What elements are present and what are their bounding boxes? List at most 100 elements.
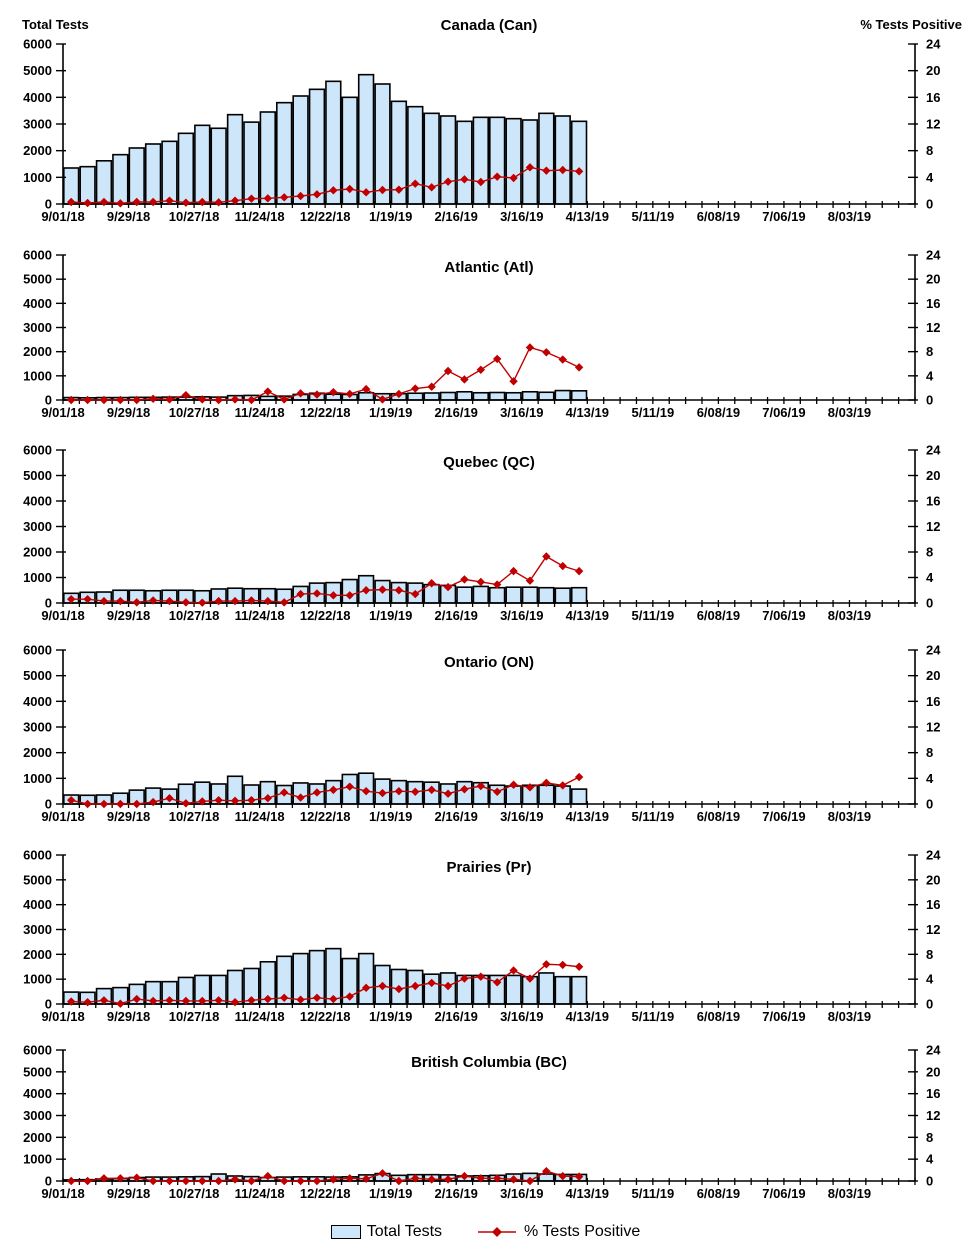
axis-text: 5000 [23,272,52,287]
pct-positive-marker [558,960,567,970]
bar [161,140,178,205]
axis-text: 6/08/19 [697,1186,740,1201]
chart-canada-can: 0 1000 2000 3000 4000 5000 6000 0 4 8 12 16 20 24 9/01… [22,17,962,224]
pct-positive-marker [230,196,240,205]
pct-positive-marker [525,783,535,792]
total-tests-bars [62,574,588,604]
bar [456,390,473,401]
axis-text: 24 [926,443,941,458]
left-axis: 0 1000 2000 3000 4000 5000 6000 [23,248,66,408]
axis-text: 7/06/19 [762,1186,805,1201]
bar [439,391,457,401]
axis-text: 6000 [23,1043,52,1058]
pct-positive-marker [329,994,338,1004]
axis-text: 5000 [23,468,52,483]
bar [210,127,227,205]
pct-positive-marker [247,1176,256,1186]
pct-positive-marker [132,1173,141,1182]
chart-title: British Columbia (BC) [411,1054,567,1071]
bar [521,390,539,401]
axis-text: 9/29/18 [107,1186,150,1201]
pct-positive-line [66,163,584,208]
bar [488,586,506,604]
axis-text: 12/22/18 [300,608,351,623]
axis-text: 8/03/19 [828,809,871,824]
pct-positive-marker [460,575,469,584]
axis-text: 12/22/18 [300,809,351,824]
total-tests-bars [62,73,588,205]
axis-text: 12 [926,720,940,735]
axis-text: 5/11/19 [632,809,675,824]
bar [423,973,440,1005]
axis-text: 11/24/18 [235,209,285,224]
pct-positive-marker [394,185,404,194]
bar [292,95,309,205]
legend-item-total-tests: Total Tests [330,1223,442,1241]
axis-text: 20 [926,872,940,887]
axis-text: 10/27/18 [169,608,220,623]
axis-text: 7/06/19 [762,1009,805,1024]
bar [407,105,424,205]
axis-text: 0 [45,997,52,1012]
axis-text: 0 [926,197,933,212]
pct-positive-marker [66,1176,76,1186]
axis-text: 7/06/19 [762,809,805,824]
pct-positive-marker [574,363,584,372]
bar [570,788,588,805]
legend: Total Tests % Tests Positive [0,1205,971,1259]
pct-positive-marker [263,194,273,203]
axis-text: 1000 [23,771,52,786]
axis-text: 3/16/19 [500,209,543,224]
axis-text: 3/16/19 [500,1009,543,1024]
pct-positive-marker [542,166,551,175]
axis-text: 2/16/19 [435,1009,478,1024]
pct-positive-marker [525,343,535,352]
pct-positive-marker [312,1176,322,1186]
axis-text: 0 [926,997,933,1012]
chart-title: Canada (Can) [441,17,538,34]
axis-text: 0 [926,393,933,408]
pct-positive-marker [132,994,141,1004]
axis-text: 0 [926,1174,933,1189]
axis-text: 5/11/19 [632,1009,675,1024]
axis-text: 20 [926,63,940,78]
axis-text: 24 [926,1043,941,1058]
axis-text: 1/19/19 [369,209,412,224]
pct-positive-marker [525,576,535,585]
pct-positive-marker [312,589,322,598]
axis-text: 0 [45,197,52,212]
axis-text: 8 [926,545,933,560]
axis-text: 1000 [23,972,52,987]
axis-text: 1000 [23,570,52,585]
axis-text: 9/01/18 [41,608,84,623]
axis-text: 1/19/19 [369,405,412,420]
bar [554,115,571,205]
left-axis-title: Total Tests [22,17,89,32]
bar [456,120,473,205]
axis-text: 8 [926,745,933,760]
axis-text: 10/27/18 [169,209,220,224]
bar [95,160,113,205]
axis-text: 0 [45,797,52,812]
pct-positive-marker [361,586,371,595]
pct-positive-marker [279,193,289,202]
axis-text: 4 [926,972,934,987]
axis-text: 6/08/19 [697,209,740,224]
axis-text: 10/27/18 [169,1009,220,1024]
axis-text: 6000 [23,848,52,863]
pct-positive-marker [492,354,502,364]
axis-text: 4000 [23,296,52,311]
axis-text: 4 [926,1152,934,1167]
axis-text: 1/19/19 [369,809,412,824]
pct-positive-marker [263,1171,273,1181]
axis-text: 20 [926,1064,940,1079]
bar [505,586,522,604]
pct-positive-marker [509,173,518,183]
bar [407,392,424,401]
pct-positive-marker [443,582,453,592]
axis-text: 1000 [23,170,52,185]
pct-positive-marker [427,183,436,192]
total-tests-bars [62,772,588,805]
pct-positive-marker [411,179,420,188]
pct-positive-marker [378,395,387,404]
